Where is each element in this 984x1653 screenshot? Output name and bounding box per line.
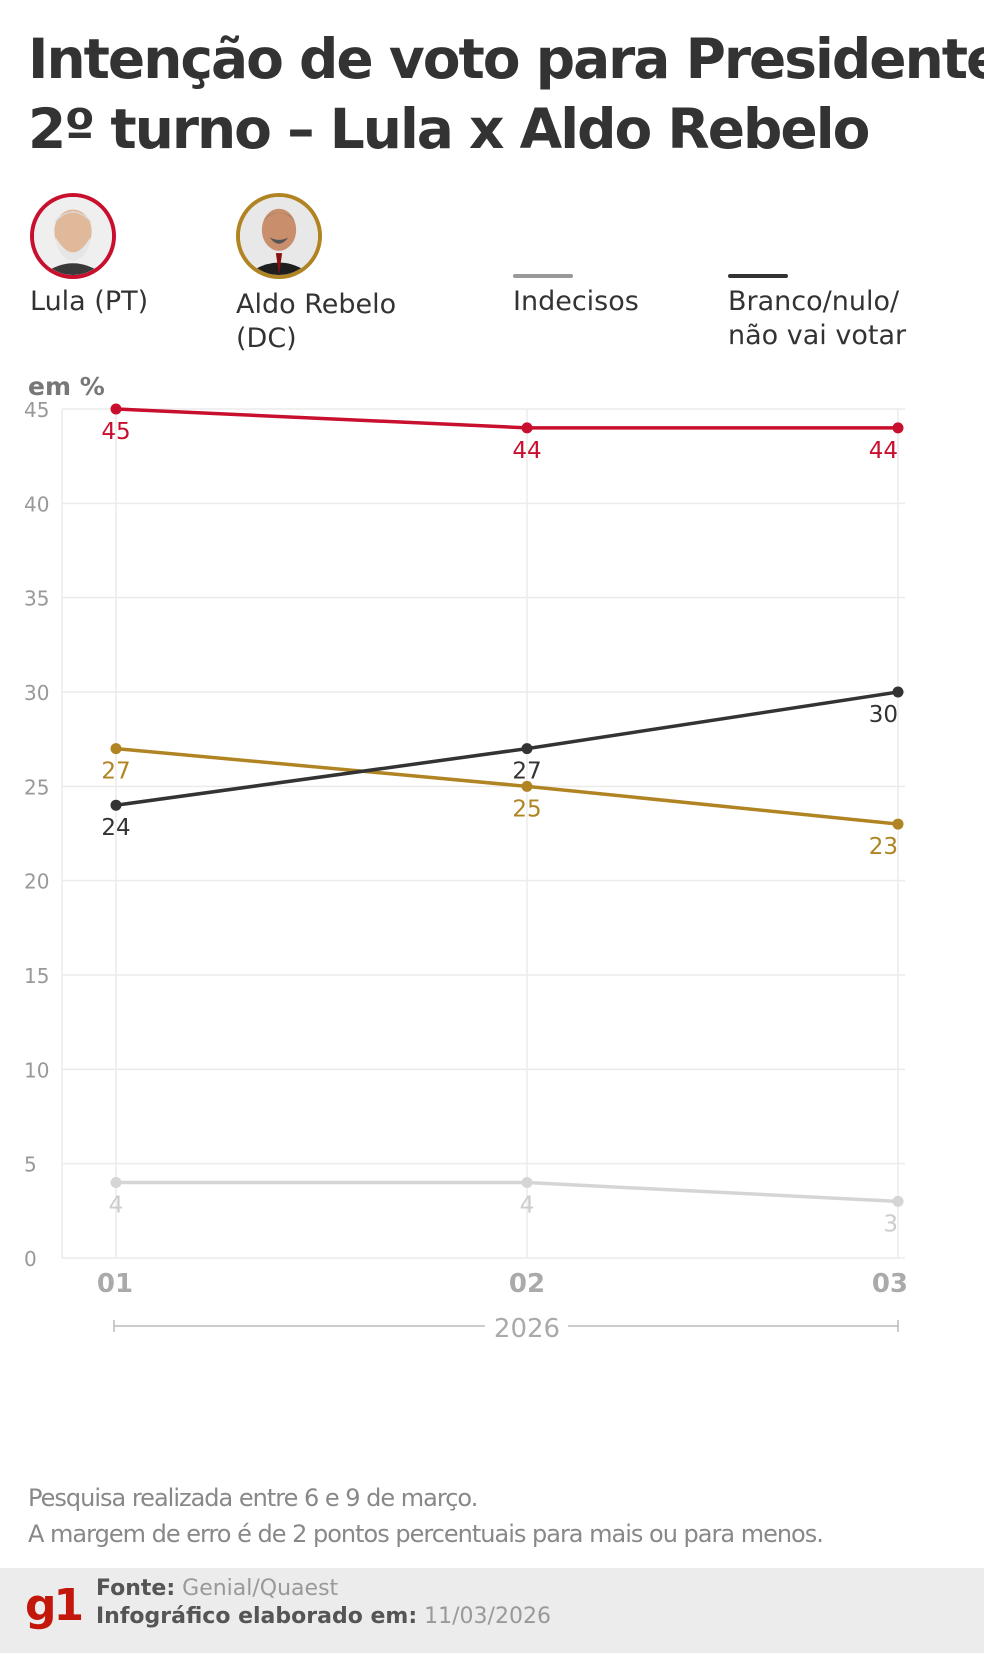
legend-indecisos-label: Indecisos [513, 286, 639, 317]
data-point-indecisos [892, 1195, 904, 1207]
source-line: Fonte: Genial/Quaest [96, 1576, 338, 1601]
date-value: 11/03/2026 [424, 1604, 551, 1629]
y-tick-label: 45 [24, 400, 49, 422]
data-point-indecisos [110, 1177, 122, 1189]
data-label-indecisos: 4 [109, 1193, 124, 1219]
data-label-aldo: 23 [869, 834, 898, 860]
data-point-branco [110, 799, 122, 811]
y-tick-label: 20 [24, 870, 49, 894]
data-point-lula [110, 403, 122, 415]
survey-note-line-2: A margem de erro é de 2 pontos percentua… [28, 1520, 824, 1548]
data-label-lula: 44 [512, 438, 541, 464]
data-point-branco [521, 743, 533, 755]
date-label: Infográfico elaborado em: [96, 1604, 418, 1629]
y-tick-label: 5 [24, 1153, 37, 1177]
data-label-branco: 30 [869, 702, 898, 728]
series-line-lula [114, 407, 900, 430]
survey-note-line-1: Pesquisa realizada entre 6 e 9 de março. [28, 1484, 478, 1512]
footer: g1 Fonte: Genial/Quaest Infográfico elab… [0, 1568, 984, 1653]
survey-note: Pesquisa realizada entre 6 e 9 de março.… [28, 1480, 824, 1552]
data-label-indecisos: 3 [883, 1211, 898, 1237]
source-value: Genial/Quaest [182, 1576, 339, 1601]
x-group-label: 2026 [494, 1314, 560, 1344]
y-tick-label: 30 [24, 681, 49, 705]
title-line-2: 2º turno – Lula x Aldo Rebelo [28, 97, 870, 161]
legend-indecisos-line [513, 274, 573, 278]
legend-branco-line [728, 274, 788, 278]
y-tick-label: 25 [24, 775, 49, 799]
data-point-aldo [110, 743, 122, 755]
page-title: Intenção de voto para Presidente 2º turn… [28, 24, 984, 164]
y-tick-label: 40 [24, 492, 49, 516]
y-tick-label: 10 [24, 1058, 49, 1082]
legend-aldo-label: Aldo Rebelo (DC) [236, 289, 397, 354]
y-tick-label: 0 [24, 1247, 37, 1271]
x-tick-label: 03 [872, 1269, 908, 1299]
data-label-branco: 27 [512, 759, 541, 785]
series-line-indecisos [114, 1180, 900, 1204]
x-tick-label: 02 [509, 1269, 545, 1299]
data-label-lula: 45 [101, 419, 130, 445]
data-point-aldo [521, 780, 533, 792]
data-point-indecisos [521, 1177, 533, 1189]
data-point-lula [521, 422, 533, 434]
aldo-rebelo-portrait-icon [236, 193, 322, 279]
lula-portrait-icon [30, 193, 116, 279]
title-line-1: Intenção de voto para Presidente [28, 27, 984, 91]
data-label-lula: 44 [869, 438, 898, 464]
legend-branco-label: Branco/nulo/ não vai votar [728, 286, 907, 351]
data-point-branco [892, 686, 904, 698]
series-line-branco [114, 690, 900, 807]
data-label-branco: 24 [101, 815, 130, 841]
data-label-aldo: 25 [512, 796, 541, 822]
y-tick-label: 15 [24, 964, 49, 988]
data-point-lula [892, 422, 904, 434]
g1-logo: g1 [25, 1580, 84, 1631]
unit-label: em % [28, 372, 105, 401]
data-point-aldo [892, 818, 904, 830]
data-label-aldo: 27 [101, 759, 130, 785]
x-tick-label: 01 [97, 1269, 133, 1299]
source-label: Fonte: [96, 1576, 176, 1601]
data-label-indecisos: 4 [520, 1193, 535, 1219]
date-line: Infográfico elaborado em: 11/03/2026 [96, 1604, 551, 1629]
legend-lula-label: Lula (PT) [30, 286, 149, 317]
y-tick-label: 35 [24, 587, 49, 611]
